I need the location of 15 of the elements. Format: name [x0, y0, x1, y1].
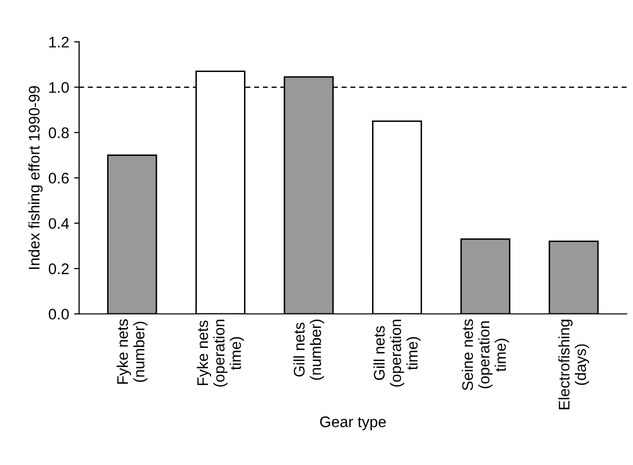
- x-tick-label: Fyke nets (operation time): [196, 320, 244, 387]
- y-tick-label: 0.8: [48, 127, 69, 138]
- x-tick-label: Seine nets (operation time): [462, 319, 509, 390]
- y-tick-label: 0.4: [48, 218, 69, 229]
- x-tick-label: Gill nets (operation time): [373, 320, 421, 387]
- y-tick-label: 0.6: [48, 172, 69, 184]
- y-tick-label: 0.0: [48, 308, 69, 320]
- y-axis-title: Index fishing effort 1990-99: [28, 86, 43, 269]
- x-tick-label: Fyke nets (number): [116, 319, 148, 384]
- x-tick-label: Electrofishing (days): [558, 320, 590, 410]
- y-tick-label: 0.2: [48, 263, 69, 274]
- y-tick-label: 1.2: [49, 36, 69, 48]
- x-tick-label: Gill nets (number): [293, 320, 324, 380]
- y-tick-label: 1.0: [49, 82, 69, 93]
- x-axis-title: Gear type: [320, 416, 386, 430]
